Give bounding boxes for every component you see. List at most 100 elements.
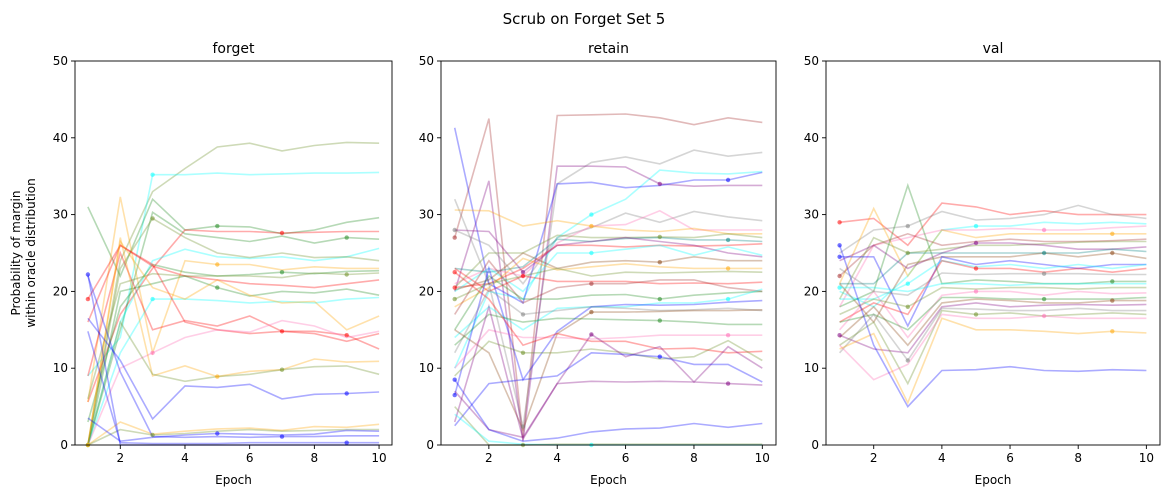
series-marker-4 (344, 235, 349, 240)
x-tick-label: 6 (1006, 451, 1014, 465)
series-line-22 (454, 309, 763, 432)
series-marker-1 (150, 172, 155, 177)
series-line-24 (87, 331, 380, 445)
y-tick-label: 0 (426, 438, 434, 452)
series-line-13 (839, 267, 1147, 297)
series-marker-15 (837, 285, 842, 290)
y-tick-label: 0 (811, 438, 819, 452)
y-tick-label: 20 (53, 284, 68, 298)
series-marker-24 (725, 333, 731, 338)
series-line-6 (838, 236, 1147, 300)
y-tick-label: 50 (804, 54, 819, 68)
series-line-15 (839, 282, 1147, 293)
series-marker-7 (973, 240, 979, 246)
y-tick-label: 30 (804, 208, 819, 222)
series-line-30 (454, 379, 763, 443)
series-line-22 (839, 309, 1147, 386)
x-tick-label: 8 (311, 451, 319, 465)
series-line-10 (87, 244, 380, 300)
series-line-5 (87, 247, 380, 446)
forget-panel: 2 4 6 8 10 0 10 20 30 40 50 forget Epoch Probability … (9, 41, 393, 487)
x-axis-label: Epoch (215, 473, 252, 487)
series-marker-17 (973, 289, 979, 294)
series-marker-30 (452, 377, 457, 382)
series-line-21 (87, 428, 380, 446)
panel-title: forget (213, 41, 256, 57)
series-line-14 (454, 257, 763, 308)
panel-title: retain (588, 41, 629, 57)
series-marker-18 (1041, 296, 1047, 302)
series-marker-8 (1041, 250, 1047, 256)
series-line-24 (454, 328, 763, 369)
series-marker-23 (657, 318, 662, 323)
series-line-10 (839, 255, 1147, 328)
y-tick-label: 40 (53, 131, 68, 145)
series-marker-25 (837, 243, 842, 248)
series-line-13 (454, 252, 763, 291)
series-line-21 (453, 287, 763, 354)
series-marker-2 (973, 223, 979, 229)
series-line-14 (87, 250, 380, 377)
series-marker-14 (725, 266, 731, 271)
series-marker-16 (520, 273, 526, 279)
series-marker-10 (837, 254, 842, 259)
series-line-0 (87, 141, 380, 446)
y-tick-label: 20 (419, 284, 434, 298)
series-marker-11 (905, 281, 910, 286)
series-marker-14 (344, 333, 349, 338)
x-tick-label: 2 (116, 451, 124, 465)
series-line-5 (454, 210, 763, 285)
series-line-11 (454, 229, 763, 274)
series-marker-18 (657, 296, 662, 302)
series-line-9 (839, 252, 1147, 324)
series-marker-23 (1041, 313, 1047, 319)
series-marker-10 (85, 296, 91, 302)
series-line-28 (454, 351, 763, 427)
series-marker-18 (279, 367, 285, 372)
series-line-9 (87, 272, 380, 400)
plot-frame (825, 60, 1161, 446)
x-tick-label: 2 (485, 451, 493, 465)
series-line-19 (454, 288, 763, 339)
series-marker-1 (520, 424, 526, 429)
retain-panel: 2 4 6 8 10 0 10 20 30 40 50 retain Epoch (419, 41, 777, 487)
x-tick-label: 4 (181, 451, 189, 465)
series-marker-1 (905, 223, 910, 229)
series-marker-16 (150, 350, 155, 355)
y-axis-label: Probability of margin (9, 191, 23, 316)
series-line-3 (453, 165, 763, 442)
series-marker-3 (1041, 227, 1047, 233)
series-line-1 (453, 149, 763, 427)
series-marker-4 (725, 177, 731, 183)
series-line-8 (839, 248, 1147, 285)
series-line-14 (839, 182, 1147, 308)
series-line-15 (454, 267, 763, 300)
series-marker-28 (657, 354, 662, 359)
series-marker-19 (344, 391, 349, 396)
series-line-7 (839, 242, 1147, 270)
series-line-27 (453, 303, 763, 441)
series-marker-8 (657, 234, 662, 240)
series-line-3 (87, 229, 380, 403)
series-line-15 (87, 239, 380, 446)
series-marker-29 (725, 381, 731, 386)
series-line-0 (839, 202, 1147, 247)
y-tick-label: 20 (804, 284, 819, 298)
series-marker-24 (1110, 329, 1115, 334)
series-line-4 (87, 211, 380, 446)
series-marker-2 (215, 223, 220, 229)
series-marker-25 (85, 272, 91, 277)
series-marker-20 (837, 333, 842, 338)
series-line-12 (839, 259, 1147, 323)
series-line-12 (454, 244, 763, 293)
series-line-24 (839, 317, 1147, 405)
series-marker-5 (452, 227, 457, 233)
plot-frame (74, 60, 393, 446)
figure-title: Scrub on Forget Set 5 (503, 10, 666, 28)
y-tick-label: 10 (804, 361, 819, 375)
series-marker-19 (725, 296, 731, 302)
series-line-17 (839, 290, 1147, 339)
val-panel: 2 4 6 8 10 0 10 20 30 40 50 val Epoch (804, 41, 1161, 487)
series-line-20 (453, 265, 763, 396)
